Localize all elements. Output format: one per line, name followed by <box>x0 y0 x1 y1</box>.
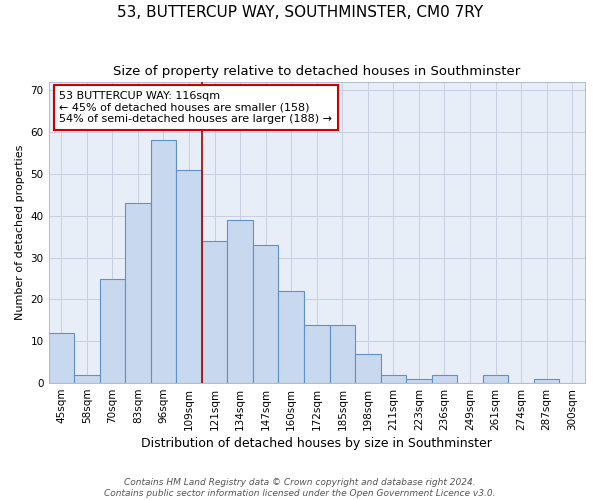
Bar <box>355 354 380 383</box>
Bar <box>432 374 457 383</box>
Bar <box>380 374 406 383</box>
Bar <box>49 333 74 383</box>
Bar <box>227 220 253 383</box>
Text: 53 BUTTERCUP WAY: 116sqm
← 45% of detached houses are smaller (158)
54% of semi-: 53 BUTTERCUP WAY: 116sqm ← 45% of detach… <box>59 91 332 124</box>
Bar <box>329 324 355 383</box>
Title: Size of property relative to detached houses in Southminster: Size of property relative to detached ho… <box>113 65 520 78</box>
Bar <box>483 374 508 383</box>
X-axis label: Distribution of detached houses by size in Southminster: Distribution of detached houses by size … <box>142 437 492 450</box>
Bar <box>176 170 202 383</box>
Bar <box>202 241 227 383</box>
Text: 53, BUTTERCUP WAY, SOUTHMINSTER, CM0 7RY: 53, BUTTERCUP WAY, SOUTHMINSTER, CM0 7RY <box>117 5 483 20</box>
Bar <box>278 291 304 383</box>
Bar <box>406 379 432 383</box>
Y-axis label: Number of detached properties: Number of detached properties <box>15 145 25 320</box>
Bar <box>151 140 176 383</box>
Text: Contains HM Land Registry data © Crown copyright and database right 2024.
Contai: Contains HM Land Registry data © Crown c… <box>104 478 496 498</box>
Bar <box>534 379 559 383</box>
Bar <box>304 324 329 383</box>
Bar <box>74 374 100 383</box>
Bar <box>253 245 278 383</box>
Bar <box>100 278 125 383</box>
Bar <box>125 203 151 383</box>
